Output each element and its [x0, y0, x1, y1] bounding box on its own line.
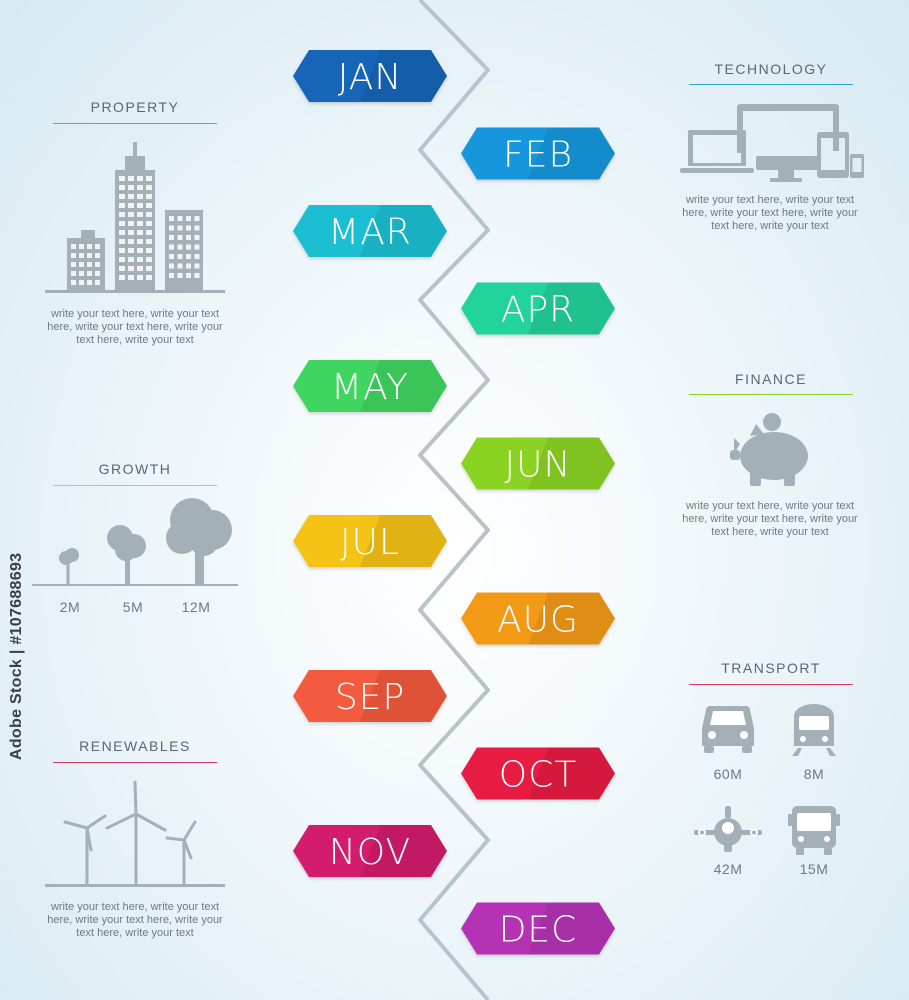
- month-tag-apr: APR: [461, 282, 615, 335]
- piggy-bank-icon: [730, 413, 808, 486]
- month-label: NOV: [329, 832, 411, 873]
- month-label: DEC: [499, 910, 578, 951]
- property-rule: [53, 123, 217, 124]
- transport-rule: [689, 684, 853, 685]
- month-tag-sep: SEP: [293, 670, 447, 722]
- technology-title: TECHNOLOGY: [714, 61, 828, 77]
- month-label: JUL: [340, 522, 400, 563]
- renewables-title: RENEWABLES: [79, 738, 191, 754]
- finance-text: write your text here, write your text he…: [682, 500, 858, 538]
- growth-title: GROWTH: [98, 461, 172, 477]
- renewables-text: write your text here, write your text he…: [47, 901, 223, 939]
- buildings-icon: [45, 142, 225, 293]
- timeline-zigzag-line: [418, 0, 490, 1000]
- month-tag-dec: DEC: [461, 902, 615, 955]
- month-label: JUN: [505, 445, 572, 486]
- month-tag-mar: MAR: [293, 205, 447, 257]
- month-label: AUG: [497, 600, 579, 641]
- month-tag-may: MAY: [293, 360, 447, 412]
- growth-value-2m: 2M: [59, 599, 81, 615]
- growth-value-5m: 5M: [122, 599, 144, 615]
- month-tag-nov: NOV: [293, 825, 447, 877]
- devices-icon: [680, 104, 864, 182]
- trees-icon: [32, 498, 238, 586]
- month-tag-jan: JAN: [293, 50, 447, 102]
- month-label: MAY: [331, 367, 409, 408]
- technology-rule: [689, 84, 853, 85]
- transport-title: TRANSPORT: [721, 660, 821, 676]
- transport-value-bus: 15M: [799, 861, 829, 877]
- month-label: FEB: [503, 135, 573, 176]
- finance-rule: [689, 394, 853, 395]
- month-tag-jun: JUN: [461, 437, 615, 490]
- month-label: JAN: [338, 57, 403, 98]
- transport-value-car: 60M: [713, 766, 743, 782]
- transport-value-plane: 42M: [713, 861, 743, 877]
- transport-value-train: 8M: [803, 766, 825, 782]
- stock-watermark: Adobe Stock | #107688693: [8, 552, 25, 760]
- month-tag-aug: AUG: [461, 592, 615, 645]
- month-label: OCT: [499, 755, 577, 796]
- property-title: PROPERTY: [90, 99, 180, 115]
- bus-icon: [788, 806, 840, 855]
- wind-turbines-icon: [45, 780, 225, 887]
- month-label: APR: [501, 290, 575, 331]
- month-label: SEP: [335, 677, 405, 718]
- renewables-rule: [53, 762, 217, 763]
- month-label: MAR: [328, 212, 412, 253]
- growth-rule: [53, 485, 217, 486]
- finance-title: FINANCE: [735, 371, 807, 387]
- airplane-icon: [694, 806, 762, 852]
- technology-text: write your text here, write your text he…: [682, 194, 858, 232]
- property-text: write your text here, write your text he…: [47, 308, 223, 346]
- train-icon: [792, 704, 836, 756]
- growth-value-12m: 12M: [181, 599, 211, 615]
- month-tag-oct: OCT: [461, 747, 615, 800]
- month-tag-jul: JUL: [293, 515, 447, 567]
- car-icon: [702, 706, 754, 753]
- month-tag-feb: FEB: [461, 127, 615, 180]
